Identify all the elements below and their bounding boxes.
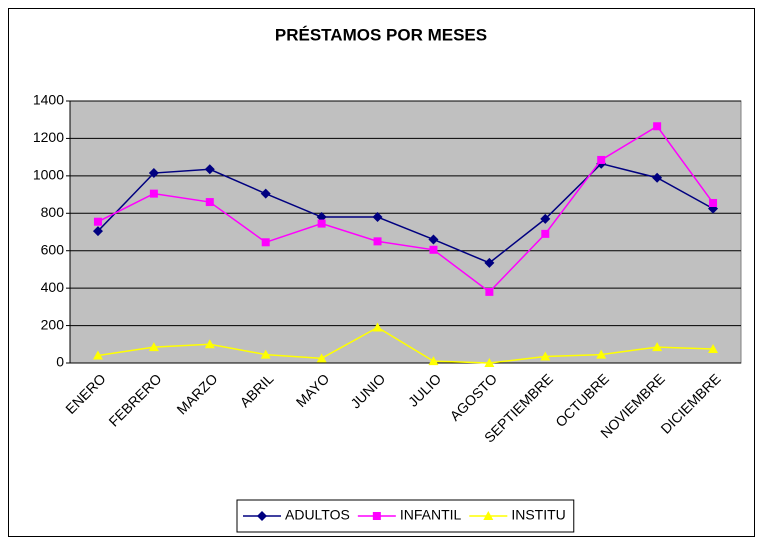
marker <box>148 342 159 352</box>
marker <box>316 353 327 363</box>
marker <box>257 511 267 521</box>
marker <box>429 245 438 254</box>
marker <box>540 351 551 361</box>
marker <box>372 322 383 332</box>
marker <box>652 342 663 352</box>
marker <box>260 349 271 359</box>
series-line <box>97 125 714 293</box>
marker <box>148 168 159 179</box>
marker <box>261 238 270 247</box>
marker <box>485 287 494 296</box>
marker <box>540 213 551 224</box>
chart-title: PRÉSTAMOS POR MESES <box>275 25 487 44</box>
marker <box>92 350 103 360</box>
marker <box>93 217 102 226</box>
series-line <box>97 162 714 264</box>
marker <box>260 188 271 199</box>
y-tick-label: 400 <box>41 279 65 295</box>
marker <box>652 172 663 183</box>
marker <box>596 349 607 359</box>
marker <box>484 358 495 367</box>
y-tick-label: 1400 <box>33 92 64 108</box>
legend-box <box>236 499 575 533</box>
legend-label: ADULTOS <box>285 507 350 523</box>
marker <box>372 512 381 520</box>
y-tick-label: 800 <box>41 204 65 220</box>
marker <box>484 257 495 268</box>
y-tick-label: 600 <box>41 241 65 257</box>
legend-label: INFANTIL <box>400 507 462 523</box>
y-tick-label: 1200 <box>33 129 64 145</box>
series-line <box>97 326 714 364</box>
marker <box>316 212 327 223</box>
plot-area <box>69 100 742 364</box>
marker <box>204 339 215 349</box>
marker <box>204 164 215 175</box>
marker <box>372 212 383 223</box>
marker <box>653 122 662 131</box>
marker <box>428 234 439 245</box>
y-tick-label: 200 <box>41 316 65 332</box>
marker <box>541 229 550 238</box>
marker <box>708 343 719 353</box>
legend-label: INSTITU <box>511 507 565 523</box>
marker <box>483 511 494 520</box>
y-tick-label: 0 <box>56 354 64 370</box>
marker <box>597 155 606 164</box>
y-tick-label: 1000 <box>33 167 64 183</box>
marker <box>92 226 103 237</box>
legend: ADULTOS INFANTIL INSTITU <box>236 499 575 533</box>
marker <box>317 219 326 228</box>
marker <box>149 189 158 198</box>
marker <box>709 198 718 207</box>
marker <box>428 356 439 366</box>
marker <box>205 198 214 207</box>
marker <box>373 237 382 246</box>
